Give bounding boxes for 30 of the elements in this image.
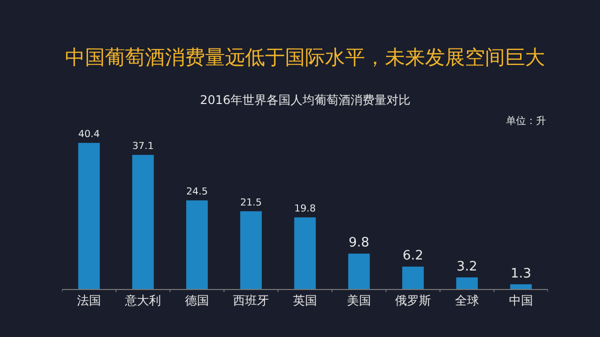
data-label: 21.5 [240, 197, 262, 208]
bar [348, 254, 370, 289]
chart-subtitle: 2016年世界各国人均葡萄酒消费量对比 [200, 93, 411, 107]
x-tick-label: 意大利 [124, 293, 161, 308]
bar [240, 211, 262, 289]
text: 单位：升 [506, 115, 546, 127]
data-label: 1.3 [510, 266, 532, 282]
x-tick-label: 法国 [77, 293, 101, 308]
chart-title: 中国葡萄酒消费量远低于国际水平，未来发展空间巨大 [65, 45, 545, 69]
x-tick-label: 英国 [293, 293, 317, 308]
bar [78, 142, 100, 289]
data-label: 3.2 [456, 259, 478, 274]
data-label: 9.8 [348, 236, 370, 251]
bar [132, 154, 154, 289]
data-label: 19.8 [294, 203, 316, 214]
data-label: 37.1 [132, 140, 154, 152]
data-label: 24.5 [186, 186, 208, 198]
bar [402, 266, 424, 289]
bar [186, 200, 208, 289]
x-tick-label: 全球 [455, 293, 479, 308]
x-tick-label: 德国 [185, 293, 209, 308]
x-tick-label: 美国 [347, 293, 371, 308]
data-label: 6.2 [402, 248, 424, 264]
x-tick-label: 俄罗斯 [395, 293, 431, 308]
bar [294, 217, 316, 289]
x-tick-label: 中国 [509, 293, 533, 308]
data-label: 40.4 [78, 128, 100, 140]
bar [456, 277, 478, 289]
bar [510, 284, 532, 289]
x-tick-label: 西班牙 [233, 293, 269, 308]
